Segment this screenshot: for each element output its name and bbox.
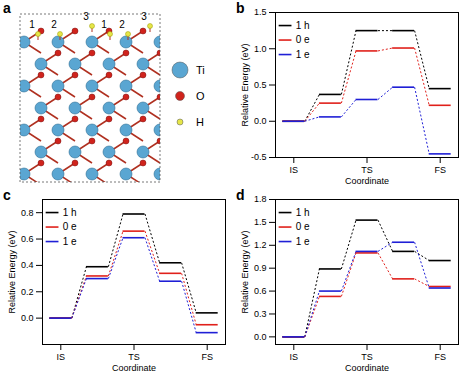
- svg-text:1 h: 1 h: [296, 20, 310, 31]
- svg-text:FS: FS: [434, 352, 446, 362]
- svg-text:FS: FS: [434, 165, 446, 175]
- svg-text:Relative Energy (eV): Relative Energy (eV): [240, 230, 250, 313]
- svg-text:1.2: 1.2: [254, 240, 267, 250]
- svg-text:Ti: Ti: [196, 64, 205, 76]
- svg-text:TS: TS: [128, 352, 140, 362]
- svg-text:1.5: 1.5: [254, 7, 267, 17]
- svg-text:0.6: 0.6: [254, 286, 267, 296]
- html-text:b: b: [236, 0, 245, 16]
- svg-text:1: 1: [29, 19, 35, 30]
- svg-text:TS: TS: [361, 352, 373, 362]
- svg-text:0.0: 0.0: [254, 116, 267, 126]
- svg-text:Coordinate: Coordinate: [345, 176, 389, 186]
- svg-text:0.2: 0.2: [21, 287, 34, 297]
- svg-text:H: H: [196, 116, 204, 128]
- svg-text:0.3: 0.3: [254, 309, 267, 319]
- svg-text:1 h: 1 h: [296, 207, 310, 218]
- svg-text:Coordinate: Coordinate: [345, 363, 389, 373]
- html-text:a: a: [3, 0, 11, 16]
- svg-text:0.0: 0.0: [254, 332, 267, 342]
- svg-text:0.6: 0.6: [21, 234, 34, 244]
- html-text:c: c: [3, 187, 11, 203]
- svg-text:1.5: 1.5: [254, 217, 267, 227]
- svg-text:2: 2: [119, 19, 125, 30]
- svg-text:FS: FS: [201, 352, 213, 362]
- svg-text:3: 3: [141, 11, 147, 22]
- svg-text:TS: TS: [361, 165, 373, 175]
- svg-text:0.5: 0.5: [254, 80, 267, 90]
- svg-text:0 e: 0 e: [296, 221, 310, 232]
- svg-text:1: 1: [101, 19, 107, 30]
- svg-text:IS: IS: [290, 165, 299, 175]
- svg-text:IS: IS: [57, 352, 66, 362]
- svg-text:3: 3: [83, 11, 89, 22]
- svg-text:0.4: 0.4: [21, 260, 34, 270]
- svg-text:0.8: 0.8: [21, 208, 34, 218]
- svg-text:1 e: 1 e: [63, 236, 77, 247]
- svg-text:1.0: 1.0: [254, 44, 267, 54]
- html-text:d: d: [236, 187, 245, 203]
- svg-text:-0.5: -0.5: [251, 152, 267, 162]
- svg-text:1 h: 1 h: [63, 207, 77, 218]
- svg-text:0 e: 0 e: [296, 34, 310, 45]
- svg-text:O: O: [196, 90, 205, 102]
- svg-text:1 e: 1 e: [296, 236, 310, 247]
- svg-text:Relative Energy (eV): Relative Energy (eV): [240, 43, 250, 126]
- svg-text:Coordinate: Coordinate: [112, 363, 156, 373]
- svg-text:0 e: 0 e: [63, 221, 77, 232]
- svg-text:1 e: 1 e: [296, 49, 310, 60]
- svg-text:2: 2: [51, 19, 57, 30]
- svg-text:Relative Energy (eV): Relative Energy (eV): [7, 230, 17, 313]
- svg-text:0.0: 0.0: [21, 313, 34, 323]
- svg-text:1.8: 1.8: [254, 194, 267, 204]
- svg-text:0.9: 0.9: [254, 263, 267, 273]
- svg-text:IS: IS: [290, 352, 299, 362]
